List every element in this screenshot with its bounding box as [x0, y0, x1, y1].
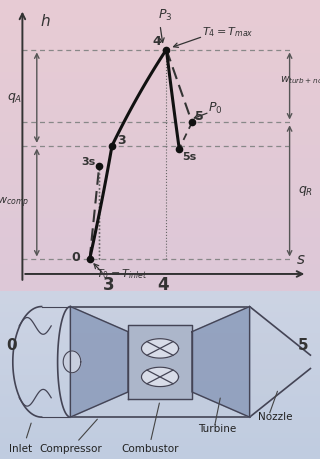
- Text: $w_{comp}$: $w_{comp}$: [0, 196, 29, 210]
- Text: Combustor: Combustor: [122, 444, 179, 454]
- Text: $w_{turb+nozzle}$: $w_{turb+nozzle}$: [280, 74, 320, 86]
- Text: Turbine: Turbine: [198, 424, 237, 434]
- Text: 0: 0: [6, 338, 17, 353]
- Text: Nozzle: Nozzle: [258, 413, 292, 422]
- Polygon shape: [141, 367, 179, 386]
- Text: Compressor: Compressor: [39, 444, 102, 454]
- Text: 5: 5: [298, 338, 308, 353]
- Text: 5: 5: [195, 110, 204, 123]
- Polygon shape: [141, 339, 179, 358]
- Text: $h$: $h$: [40, 13, 51, 29]
- Text: $T_0 = T_{inlet}$: $T_0 = T_{inlet}$: [96, 267, 148, 281]
- Text: $T_4 = T_{max}$: $T_4 = T_{max}$: [202, 25, 253, 39]
- Polygon shape: [70, 307, 310, 417]
- Polygon shape: [192, 307, 250, 417]
- Polygon shape: [128, 325, 192, 399]
- Text: Inlet: Inlet: [9, 444, 32, 454]
- Text: $s$: $s$: [296, 252, 306, 267]
- Text: 3: 3: [117, 134, 125, 147]
- Text: $P_3$: $P_3$: [157, 8, 172, 23]
- Text: 4: 4: [152, 35, 161, 48]
- Text: 4: 4: [157, 276, 169, 294]
- Text: 3s: 3s: [82, 157, 96, 167]
- Polygon shape: [63, 351, 81, 373]
- Text: $q_R$: $q_R$: [298, 184, 313, 198]
- Text: 0: 0: [71, 251, 80, 264]
- Text: $P_0$: $P_0$: [208, 101, 222, 116]
- Text: $q_A$: $q_A$: [7, 90, 22, 105]
- Polygon shape: [70, 307, 128, 417]
- Text: 5s: 5s: [182, 152, 197, 162]
- Text: 3: 3: [103, 276, 115, 294]
